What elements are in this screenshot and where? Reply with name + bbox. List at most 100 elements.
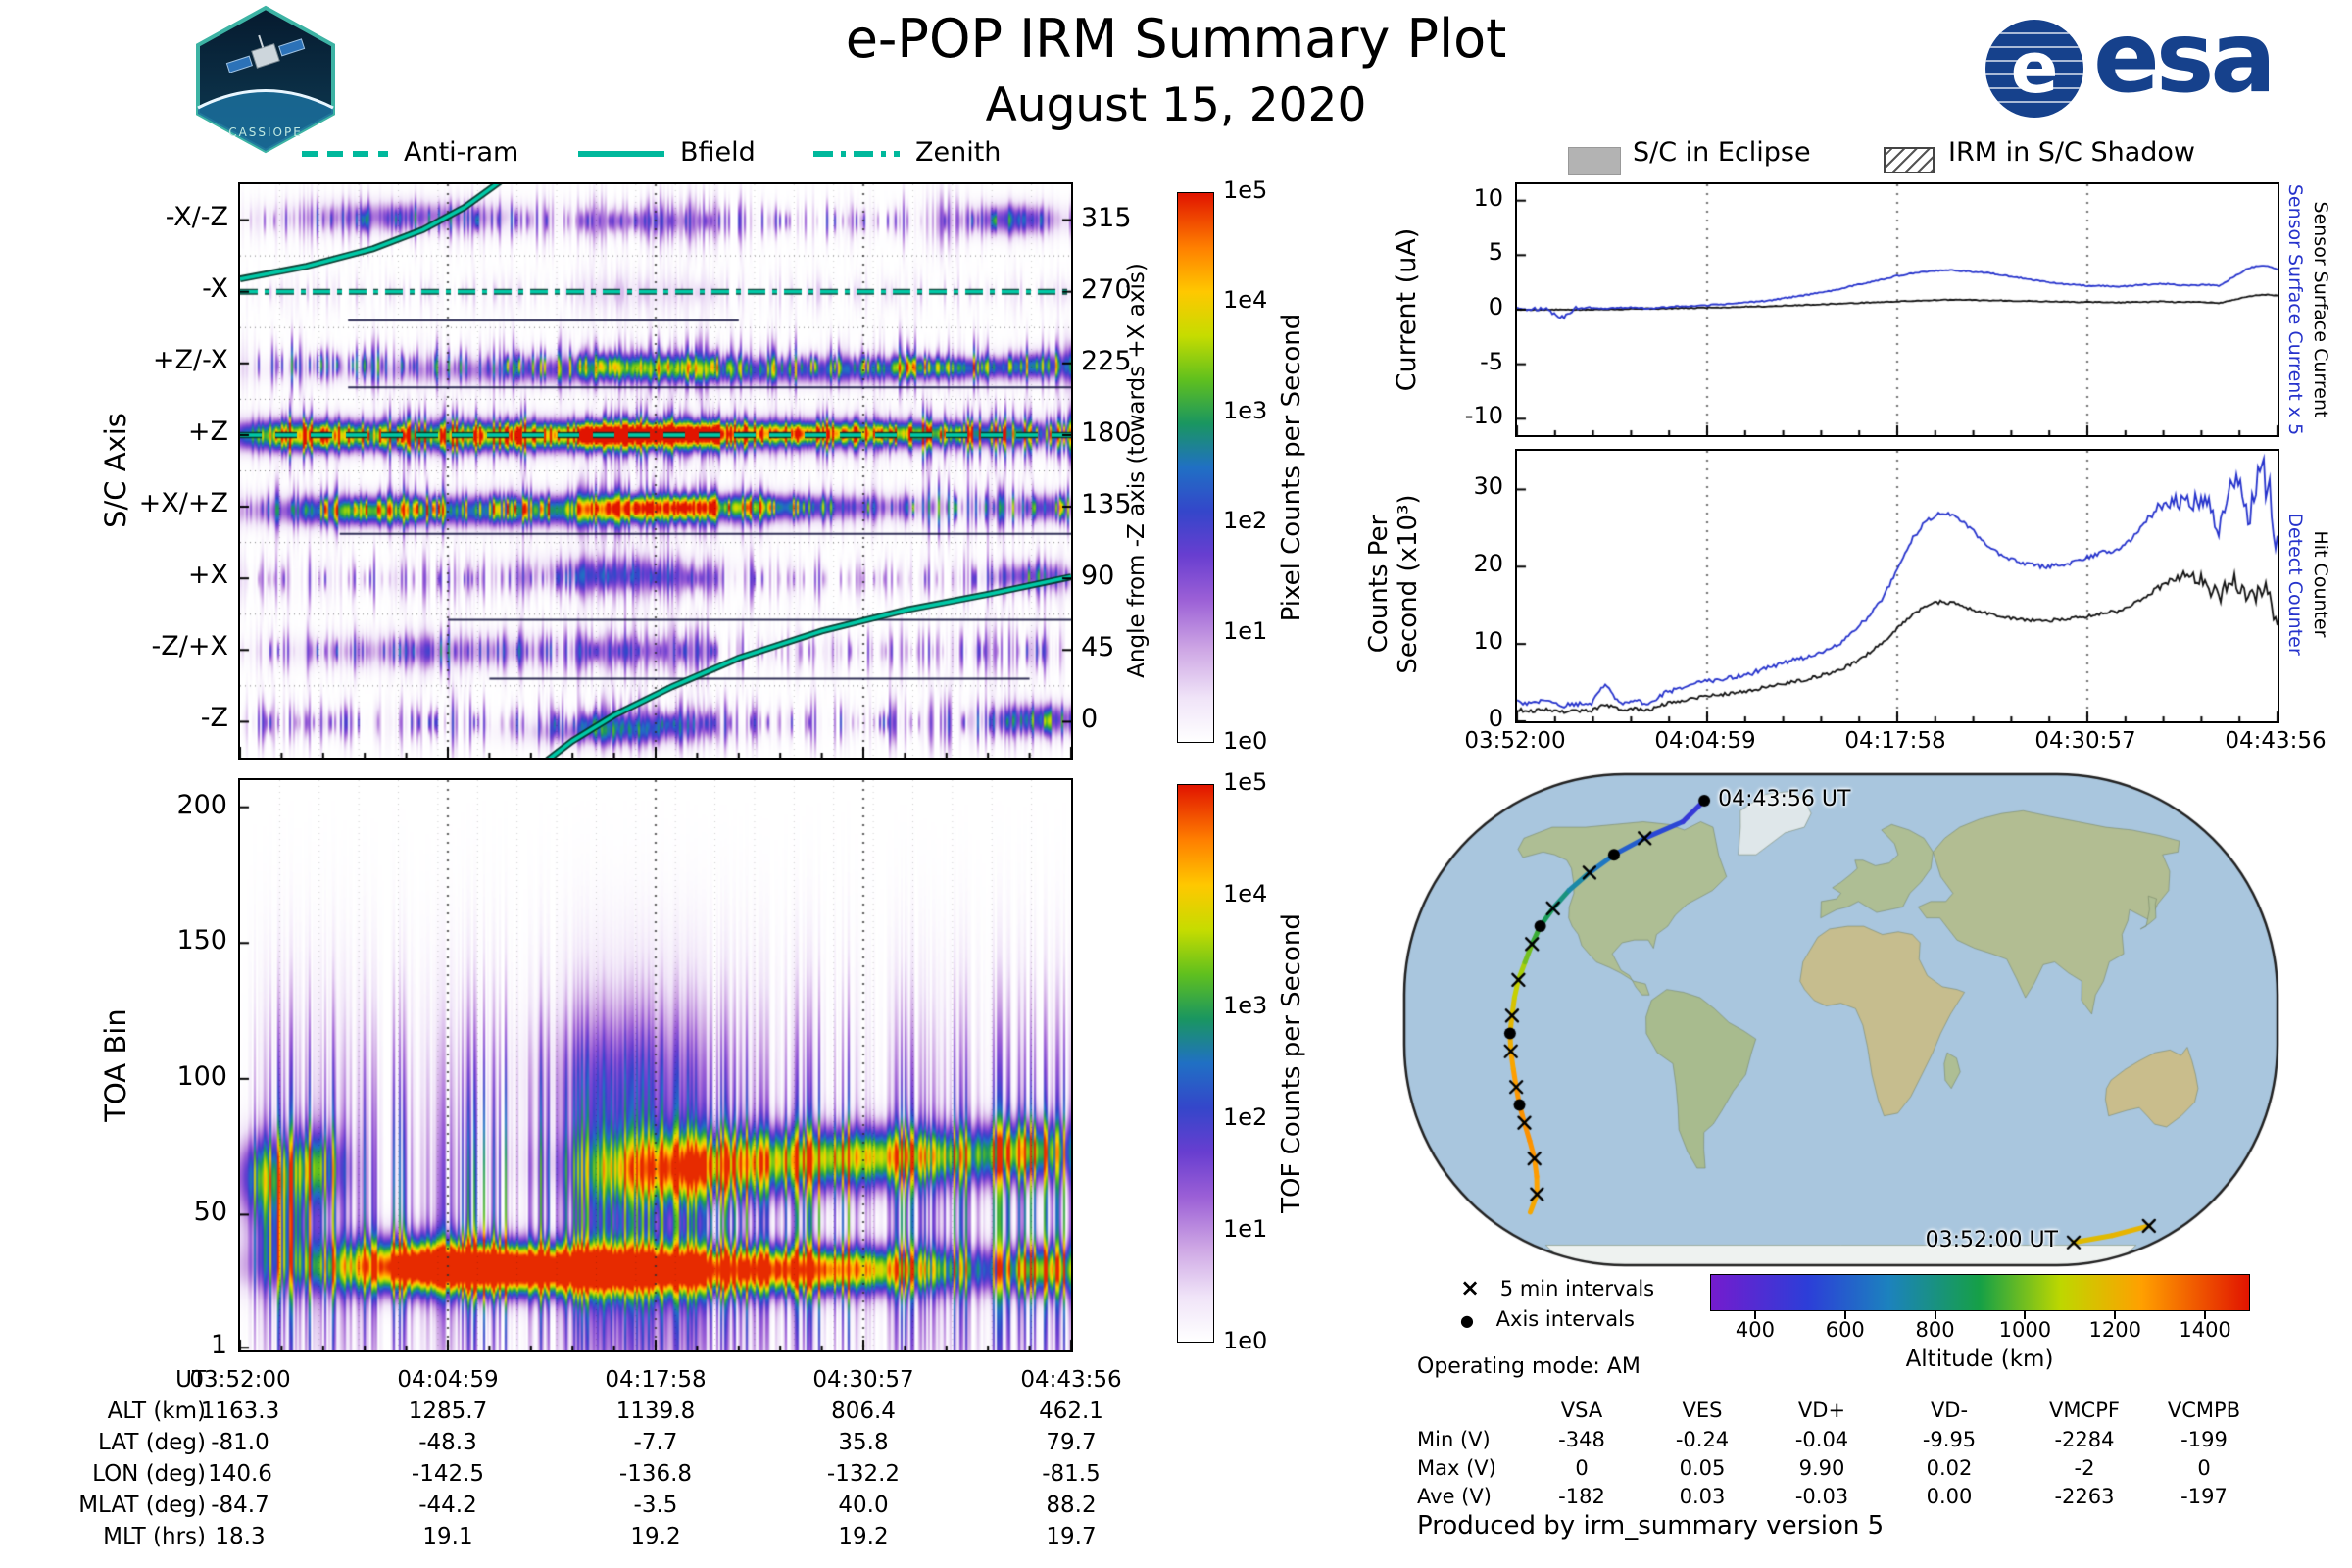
map-marker-legend-axis: ● Axis intervals (1460, 1307, 1635, 1331)
x-marker-icon: × (1460, 1274, 1481, 1301)
pixel-cbar-tick-label: 1e3 (1223, 396, 1268, 424)
ephemeris-cell: 88.2 (1046, 1493, 1097, 1518)
sensor-current-panel (1515, 182, 2279, 437)
map-marker-legend-axis-label: Axis intervals (1495, 1307, 1635, 1331)
sc-axis-category-label: +X (187, 560, 228, 591)
ephemeris-cell: -142.5 (411, 1461, 485, 1487)
ephemeris-row-label: MLT (hrs) (103, 1524, 206, 1549)
dot-marker-icon: ● (1460, 1311, 1474, 1330)
voltage-cell: 0.03 (1679, 1485, 1726, 1508)
map-marker-legend-5min: × 5 min intervals (1460, 1274, 1654, 1301)
sc-axis-category-label: +Z (187, 416, 228, 447)
pixel-cbar-tick-label: 1e1 (1223, 616, 1268, 645)
voltage-cell: -0.04 (1794, 1428, 1849, 1451)
counts-tick-label: 0 (1488, 705, 1503, 732)
counters-canvas (1517, 451, 2278, 721)
pixel-counts-colorbar (1177, 192, 1214, 743)
antiram-legend-line (302, 151, 388, 157)
bfield-legend-label: Bfield (680, 137, 756, 168)
ephemeris-cell: -7.7 (633, 1430, 678, 1455)
voltage-cell: -0.03 (1794, 1485, 1849, 1508)
ephemeris-cell: 462.1 (1039, 1398, 1103, 1424)
ephemeris-cell: 04:30:57 (812, 1367, 914, 1393)
altitude-tick-label: 1000 (1998, 1318, 2052, 1342)
ephemeris-cell: 04:17:58 (605, 1367, 707, 1393)
altitude-colorbar-label: Altitude (km) (1905, 1347, 2054, 1372)
voltage-cell: -182 (1558, 1485, 1605, 1508)
sc-axis-category-label: -Z (200, 703, 228, 734)
zenith-legend-line (813, 151, 900, 157)
tof-cbar-tick-label: 1e5 (1223, 768, 1268, 796)
zenith-legend-label: Zenith (915, 137, 1002, 168)
ephemeris-row-label: MLAT (deg) (78, 1493, 206, 1518)
current-tick-label: 5 (1488, 238, 1503, 267)
ephemeris-cell: 03:52:00 (189, 1367, 291, 1393)
voltage-column-header: VES (1682, 1398, 1723, 1422)
voltage-cell: 0 (2197, 1456, 2211, 1480)
toa-tick-label: 50 (193, 1197, 227, 1228)
counts-ylabel-line2: Second (x10³) (1394, 494, 1423, 674)
pixel-cbar-tick-label: 1e5 (1223, 176, 1268, 204)
ephemeris-cell: 1285.7 (408, 1398, 488, 1424)
altitude-tick-mark (1934, 1311, 1936, 1319)
altitude-tick-mark (2114, 1311, 2117, 1319)
ground-track-map-panel (1402, 772, 2279, 1267)
current-tick-label: -5 (1480, 347, 1503, 375)
ephemeris-cell: -136.8 (618, 1461, 693, 1487)
current-tick-label: 10 (1473, 183, 1503, 212)
current-tick-label: -10 (1464, 402, 1503, 430)
angle-tick-label: 180 (1081, 416, 1132, 448)
tof-cbar-tick-label: 1e3 (1223, 992, 1268, 1019)
map-marker-legend-5min-label: 5 min intervals (1499, 1277, 1655, 1300)
toa-tick-label: 1 (210, 1330, 227, 1361)
angle-tick-label: 135 (1081, 489, 1132, 520)
voltage-cell: -2284 (2054, 1428, 2115, 1451)
voltage-cell: -0.24 (1675, 1428, 1730, 1451)
voltage-row-label: Ave (V) (1417, 1485, 1492, 1508)
operating-mode-text: Operating mode: AM (1417, 1354, 1641, 1379)
voltage-cell: 0.00 (1926, 1485, 1973, 1508)
sc-axis-category-label: -X/-Z (165, 201, 228, 232)
voltage-column-header: VD+ (1797, 1398, 1846, 1422)
esa-logo-wordmark: esa (2093, 0, 2277, 115)
ground-track-map-canvas (1402, 772, 2279, 1267)
altitude-tick-label: 1400 (2179, 1318, 2231, 1342)
altitude-tick-label: 1200 (2088, 1318, 2141, 1342)
badge-mission-name: CASSIOPE (228, 125, 303, 139)
sc-axis-category-label: -X (202, 272, 228, 304)
ephemeris-cell: 806.4 (831, 1398, 896, 1424)
voltage-cell: 0.02 (1926, 1456, 1973, 1480)
detect-counter-label: Detect Counter (2284, 513, 2306, 656)
ephemeris-cell: 19.7 (1046, 1524, 1097, 1549)
voltage-column-header: VSA (1560, 1398, 1603, 1422)
sensor-current-canvas (1517, 184, 2278, 435)
ephemeris-row-label: LAT (deg) (98, 1430, 206, 1455)
voltage-cell: 0.05 (1679, 1456, 1726, 1480)
altitude-tick-mark (2024, 1311, 2027, 1319)
altitude-tick-mark (2204, 1311, 2207, 1319)
ephemeris-cell: 19.1 (422, 1524, 473, 1549)
map-start-time-label: 03:52:00 UT (1925, 1227, 2058, 1252)
altitude-tick-mark (1843, 1311, 1846, 1319)
ephemeris-cell: -48.3 (418, 1430, 477, 1455)
ephemeris-row-label: ALT (km) (107, 1398, 206, 1424)
ephemeris-cell: -81.5 (1042, 1461, 1101, 1487)
altitude-tick-label: 600 (1825, 1318, 1865, 1342)
ephemeris-cell: 04:43:56 (1020, 1367, 1122, 1393)
altitude-colorbar (1710, 1274, 2250, 1311)
ephemeris-cell: -81.0 (211, 1430, 270, 1455)
voltage-column-header: VD- (1930, 1398, 1969, 1422)
bfield-legend-line (578, 151, 664, 157)
ephemeris-cell: 04:04:59 (397, 1367, 499, 1393)
angle-tick-label: 315 (1081, 202, 1132, 233)
voltage-cell: -348 (1558, 1428, 1605, 1451)
voltage-cell: -197 (2180, 1485, 2228, 1508)
ephemeris-cell: -44.2 (418, 1493, 477, 1518)
esa-logo: e esa (1984, 0, 2307, 122)
cassiope-mission-badge: CASSIOPE (196, 5, 335, 154)
badge-satellite (225, 34, 306, 74)
toa-tick-label: 150 (176, 925, 227, 956)
toa-tick-label: 100 (176, 1060, 227, 1092)
sc-axis-category-label: +Z/-X (152, 344, 228, 375)
tof-cbar-tick-label: 1e0 (1223, 1327, 1268, 1354)
